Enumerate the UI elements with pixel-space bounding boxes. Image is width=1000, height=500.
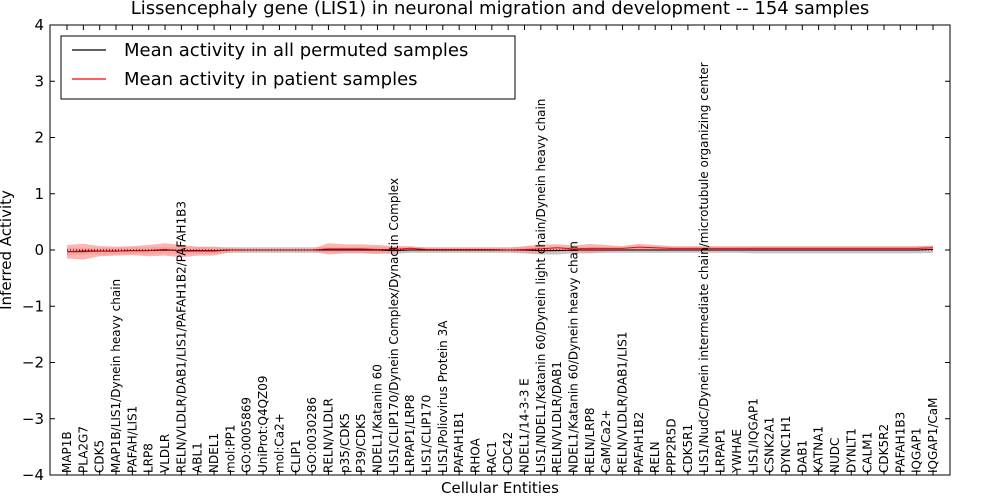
y-tick-label: −3 <box>22 410 44 428</box>
x-tick-label: LIS1/CLIP170/Dynein Complex/Dynactin Com… <box>387 178 401 473</box>
y-tick-label: 4 <box>34 16 44 34</box>
x-tick-label: LRPAP1 <box>714 428 728 473</box>
x-tick-label: LIS1/NDEL1/Katanin 60/Dynein light chain… <box>534 99 548 473</box>
legend-entry-patient: Mean activity in patient samples <box>124 69 418 90</box>
x-tick-label: DAB1 <box>795 440 809 473</box>
x-tick-label: CLIP1 <box>289 440 303 473</box>
x-tick-label: CALM1 <box>861 432 875 473</box>
x-tick-label: RELN/VLDLR <box>321 398 335 473</box>
y-tick-label: −1 <box>22 297 44 315</box>
x-tick-label: PAFAH/LIS1 <box>125 406 139 473</box>
x-tick-label: RELN/LRP8 <box>583 407 597 473</box>
y-tick-label: −4 <box>22 466 44 484</box>
y-tick-label: 1 <box>34 185 44 203</box>
x-tick-label: LRP8 <box>142 443 156 473</box>
x-tick-label: CaM/Ca2+ <box>599 409 613 473</box>
x-tick-label: GO:0005869 <box>240 397 254 473</box>
x-tick-label: LIS1/Poliovirus Protein 3A <box>436 320 450 473</box>
y-axis-label: Inferred Activity <box>0 190 15 310</box>
y-tick-label: −2 <box>22 354 44 372</box>
x-tick-label: mol:Ca2+ <box>272 413 286 473</box>
x-tick-label: CDK5R1 <box>681 424 695 473</box>
x-tick-label: LRPAP1/LRP8 <box>403 394 417 473</box>
x-tick-label: PAFAH1B1 <box>452 412 466 473</box>
x-tick-label: RELN <box>648 441 662 473</box>
x-tick-label: LIS1/NudC/Dynein intermediate chain/micr… <box>697 62 711 473</box>
x-tick-label: NDEL1 <box>207 433 221 473</box>
x-tick-label: p35/CDK5 <box>338 413 352 473</box>
x-tick-label: mol:PP1 <box>223 424 237 473</box>
x-tick-label: PPP2R5D <box>665 418 679 473</box>
x-tick-label: P39/CDK5 <box>354 413 368 473</box>
legend: Mean activity in all permuted samples Me… <box>60 35 516 100</box>
x-tick-label: CDK5R2 <box>877 424 891 473</box>
x-tick-label: IQGAP1 <box>910 428 924 473</box>
y-tick-label: 0 <box>34 241 44 259</box>
x-tick-label: LIS1/CLIP170 <box>419 395 433 473</box>
x-tick-label: NDEL1/Katanin 60 <box>370 364 384 473</box>
legend-entry-permuted: Mean activity in all permuted samples <box>124 40 468 61</box>
x-tick-label: KATNA1 <box>812 426 826 473</box>
x-tick-label: RELN/VLDLR/DAB1/LIS1/PAFAH1B2/PAFAH1B3 <box>174 201 188 473</box>
band-series-1 <box>67 243 933 260</box>
y-tick-label: 3 <box>34 72 44 90</box>
x-tick-label: MAP1B <box>60 431 74 473</box>
x-tick-label: NDEL1/Katanin 60/Dynein heavy chain <box>567 241 581 473</box>
x-tick-label: DYNC1H1 <box>779 415 793 473</box>
x-tick-label: RAC1 <box>485 441 499 473</box>
x-tick-label: CDC42 <box>501 432 515 473</box>
x-tick-label: UniProt:Q4QZ09 <box>256 375 270 473</box>
x-axis-label: Cellular Entities <box>441 479 559 497</box>
x-tick-label: YWHAE <box>730 429 744 474</box>
x-tick-label: CDK5 <box>93 440 107 473</box>
x-tick-label: DYNLT1 <box>844 428 858 473</box>
x-tick-label: CSNK2A1 <box>763 417 777 473</box>
x-axis-ticks: MAP1B PLA2G7 CDK5 MAP1B/LIS1/Dynein heavy c… <box>60 25 940 475</box>
x-tick-label: VLDLR <box>158 434 172 473</box>
y-tick-label: 2 <box>34 129 44 147</box>
x-tick-label: RHOA <box>468 437 482 473</box>
chart-title: Lissencephaly gene (LIS1) in neuronal mi… <box>131 0 870 19</box>
x-tick-label: NUDC <box>828 438 842 473</box>
x-tick-label: IQGAP1/CaM <box>926 398 940 474</box>
x-tick-label: ABL1 <box>191 442 205 473</box>
x-tick-label: LIS1/IQGAP1 <box>746 398 760 473</box>
y-axis-ticks: −4 −3 −2 −1 0 1 2 3 4 <box>22 16 950 484</box>
x-tick-label: PLA2G7 <box>76 426 90 473</box>
x-tick-label: NDEL1/14-3-3 E <box>518 378 532 473</box>
legend-box <box>60 35 516 100</box>
x-tick-label: PAFAH1B2 <box>632 412 646 473</box>
x-tick-label: MAP1B/LIS1/Dynein heavy chain <box>109 279 123 473</box>
x-tick-label: GO:0030286 <box>305 397 319 473</box>
x-tick-label: PAFAH1B3 <box>893 412 907 473</box>
x-tick-label: RELN/VLDLR/DAB1 <box>550 361 564 473</box>
x-tick-label: RELN/VLDLR/DAB1/LIS1 <box>616 332 630 473</box>
